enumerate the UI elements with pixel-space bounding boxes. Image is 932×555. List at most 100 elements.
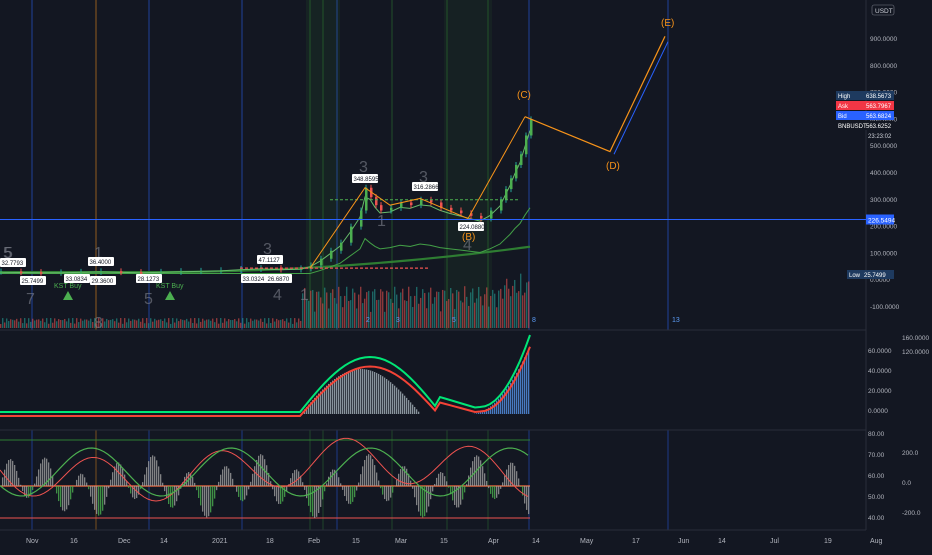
oscillator-bar	[216, 486, 217, 490]
histogram-bar	[336, 378, 337, 414]
oscillator-bar	[174, 486, 175, 506]
volume-bar	[212, 319, 213, 328]
oscillator-bar	[498, 486, 499, 494]
oscillator-bar	[414, 486, 415, 497]
volume-bar	[518, 291, 519, 328]
volume-bar	[322, 303, 323, 328]
histogram-bar	[352, 370, 353, 414]
volume-bar	[324, 288, 325, 328]
oscillator-bar	[252, 474, 253, 486]
histogram-bar	[410, 402, 411, 414]
volume-bar	[236, 321, 237, 328]
volume-bar	[440, 311, 441, 328]
oscillator-bar	[308, 486, 309, 506]
candle-body	[480, 216, 483, 219]
volume-bar	[484, 294, 485, 328]
candle-body	[160, 272, 163, 274]
volume-bar	[528, 282, 529, 328]
volume-bar	[436, 292, 437, 328]
volume-bar	[176, 318, 177, 328]
volume-bar	[110, 320, 111, 328]
low-tag-value: 25.7499	[864, 273, 886, 279]
volume-bar	[286, 318, 287, 328]
volume-bar	[22, 323, 23, 328]
oscillator-bar	[32, 486, 33, 490]
volume-bar	[298, 318, 299, 328]
histogram-bar	[378, 374, 379, 414]
volume-bar	[414, 296, 415, 328]
oscillator-bar	[206, 486, 207, 517]
candle-body	[100, 271, 103, 273]
volume-bar	[370, 312, 371, 328]
volume-bar	[228, 319, 229, 328]
price-box-text: 26.6870	[268, 277, 290, 283]
oscillator-bar	[100, 486, 101, 515]
time-axis-label: Dec	[118, 538, 131, 545]
volume-bar	[500, 289, 501, 328]
volume-bar	[132, 319, 133, 328]
volume-bar	[456, 290, 457, 328]
oscillator-bar	[4, 470, 5, 486]
volume-bar	[446, 301, 447, 328]
volume-bar	[42, 319, 43, 328]
price-tag-label: Bid	[838, 114, 847, 120]
oscillator-bar	[202, 486, 203, 512]
candle-body	[40, 272, 43, 274]
volume-bar	[8, 321, 9, 328]
oscillator-bar	[358, 483, 359, 486]
volume-bar	[258, 321, 259, 328]
volume-bar	[274, 322, 275, 328]
oscillator-bar	[318, 486, 319, 513]
oscillator-bar	[350, 486, 351, 504]
volume-bar	[232, 320, 233, 328]
histogram-bar	[356, 369, 357, 414]
time-axis-label: 15	[440, 538, 448, 545]
grid	[0, 0, 866, 530]
oscillator-bar	[162, 483, 163, 486]
histogram-bar	[332, 381, 333, 414]
volume-bar	[106, 319, 107, 328]
volume-bar	[486, 287, 487, 328]
volume-bar	[310, 291, 311, 328]
volume-bar	[70, 323, 71, 328]
volume-bar	[84, 319, 85, 328]
oscillator-bar	[198, 486, 199, 498]
indicator2-right-label: 0.0	[902, 480, 911, 487]
volume-bar	[120, 318, 121, 328]
oscillator-bar	[210, 486, 211, 512]
oscillator-bar	[324, 486, 325, 491]
oscillator-bar	[274, 486, 275, 496]
histogram-bar	[346, 372, 347, 414]
oscillator-bar	[480, 460, 481, 486]
histogram-bar	[366, 370, 367, 414]
volume-bar	[474, 303, 475, 328]
kst-buy-label: KST Buy	[156, 283, 184, 290]
oscillator-bar	[8, 460, 9, 486]
bar-count-label: 13	[672, 317, 680, 324]
oscillator-bar	[2, 477, 3, 486]
candle-body	[530, 119, 533, 135]
volume-bar	[160, 319, 161, 328]
oscillator-bar	[416, 486, 417, 505]
oscillator-bar	[396, 480, 397, 486]
volume-bar	[526, 282, 527, 328]
histogram-bar	[368, 370, 369, 414]
histogram-bar	[414, 407, 415, 414]
price-box-text: 47.1127	[259, 258, 281, 264]
oscillator-bar	[20, 485, 21, 486]
indicator2-axis-label: 80.00	[868, 431, 885, 438]
volume-bar	[434, 297, 435, 328]
volume-bar	[420, 298, 421, 328]
time-axis-label: 2021	[212, 538, 228, 545]
candle-body	[240, 269, 243, 271]
oscillator-bar	[44, 458, 45, 486]
oscillator-bar	[134, 486, 135, 499]
volume-bar	[506, 279, 507, 328]
oscillator-bar	[434, 484, 435, 486]
volume-bar	[502, 299, 503, 328]
oscillator-bar	[238, 486, 239, 497]
oscillator-bar	[304, 486, 305, 490]
